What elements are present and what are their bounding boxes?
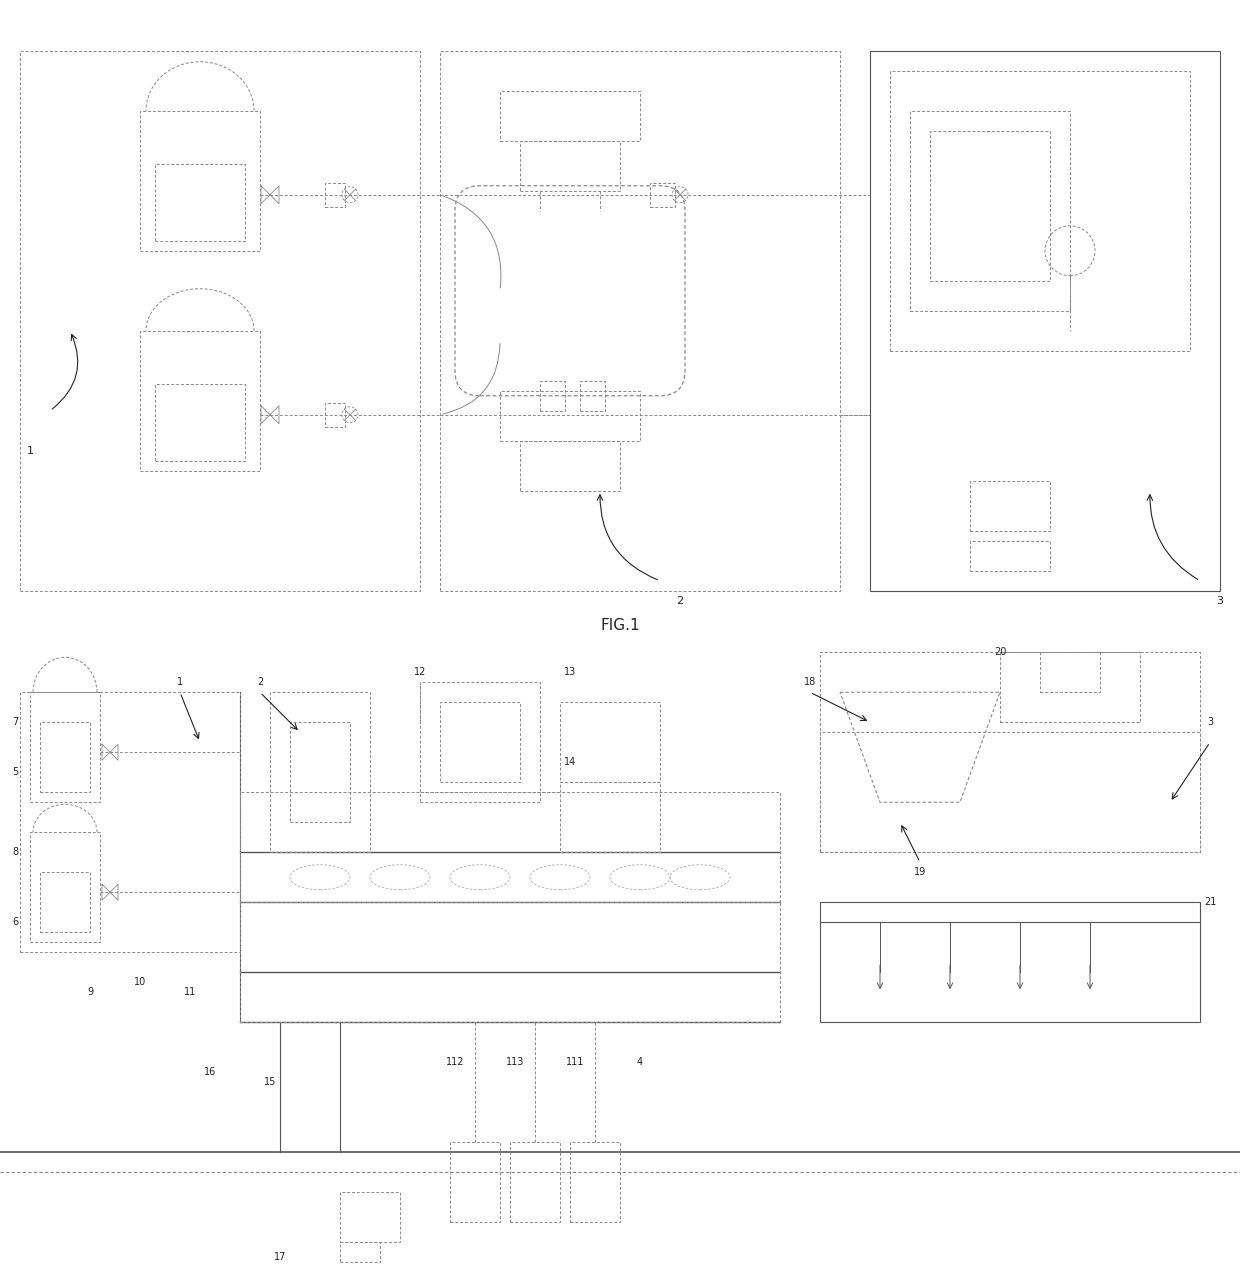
Bar xyxy=(820,902,1200,1023)
Text: 21: 21 xyxy=(1204,897,1216,907)
Bar xyxy=(500,91,640,141)
Text: 4: 4 xyxy=(637,1057,644,1067)
Bar xyxy=(440,702,520,783)
Text: 1: 1 xyxy=(177,677,184,688)
Bar xyxy=(140,110,260,250)
Bar xyxy=(650,182,675,207)
Bar xyxy=(325,403,345,427)
Bar xyxy=(155,384,246,461)
Text: 16: 16 xyxy=(203,1067,216,1078)
Bar xyxy=(450,1142,500,1223)
Bar xyxy=(820,652,1200,852)
Bar xyxy=(870,51,1220,590)
Bar xyxy=(510,1142,560,1223)
Text: 20: 20 xyxy=(993,647,1006,657)
Text: 1: 1 xyxy=(26,445,33,455)
Bar xyxy=(970,481,1050,531)
Text: 9: 9 xyxy=(87,987,93,997)
Bar xyxy=(241,792,780,902)
Text: 10: 10 xyxy=(134,978,146,987)
Text: 5: 5 xyxy=(12,767,19,777)
Bar xyxy=(340,1192,401,1242)
Text: 15: 15 xyxy=(264,1078,277,1087)
Text: 11: 11 xyxy=(184,987,196,997)
Bar xyxy=(440,51,839,590)
Bar xyxy=(241,902,780,1023)
Text: 6: 6 xyxy=(12,917,19,928)
Bar xyxy=(520,441,620,491)
Text: 12: 12 xyxy=(414,667,427,677)
Bar xyxy=(560,702,660,783)
Bar xyxy=(539,381,565,411)
Bar xyxy=(20,693,241,952)
Bar xyxy=(420,683,539,802)
Text: 19: 19 xyxy=(914,867,926,878)
Text: 2: 2 xyxy=(257,677,263,688)
Bar xyxy=(40,872,91,933)
Bar xyxy=(570,1142,620,1223)
Bar xyxy=(20,51,420,590)
Bar xyxy=(890,71,1190,350)
Bar xyxy=(820,733,1200,852)
Bar xyxy=(30,833,100,942)
Bar xyxy=(560,783,660,852)
Bar xyxy=(580,381,605,411)
Text: FIG.1: FIG.1 xyxy=(600,618,640,634)
Bar xyxy=(340,1242,379,1262)
Text: 3: 3 xyxy=(1216,595,1224,606)
Text: 14: 14 xyxy=(564,757,577,767)
Text: 112: 112 xyxy=(445,1057,464,1067)
Text: 3: 3 xyxy=(1207,717,1213,727)
Bar xyxy=(140,331,260,471)
Text: 113: 113 xyxy=(506,1057,525,1067)
Text: 18: 18 xyxy=(804,677,816,688)
Text: 17: 17 xyxy=(274,1252,286,1262)
Bar xyxy=(290,722,350,822)
Bar xyxy=(910,110,1070,310)
Bar xyxy=(520,141,620,191)
Bar xyxy=(270,693,370,852)
Text: 111: 111 xyxy=(565,1057,584,1067)
Bar xyxy=(500,391,640,441)
Text: 13: 13 xyxy=(564,667,577,677)
Text: 2: 2 xyxy=(677,595,683,606)
Bar xyxy=(970,540,1050,571)
Bar xyxy=(155,164,246,241)
Text: 8: 8 xyxy=(12,847,19,857)
Text: 7: 7 xyxy=(12,717,19,727)
Bar xyxy=(1040,643,1100,693)
Bar xyxy=(30,693,100,802)
Bar xyxy=(40,722,91,792)
Bar xyxy=(930,131,1050,281)
Bar xyxy=(999,652,1140,722)
Bar xyxy=(325,182,345,207)
